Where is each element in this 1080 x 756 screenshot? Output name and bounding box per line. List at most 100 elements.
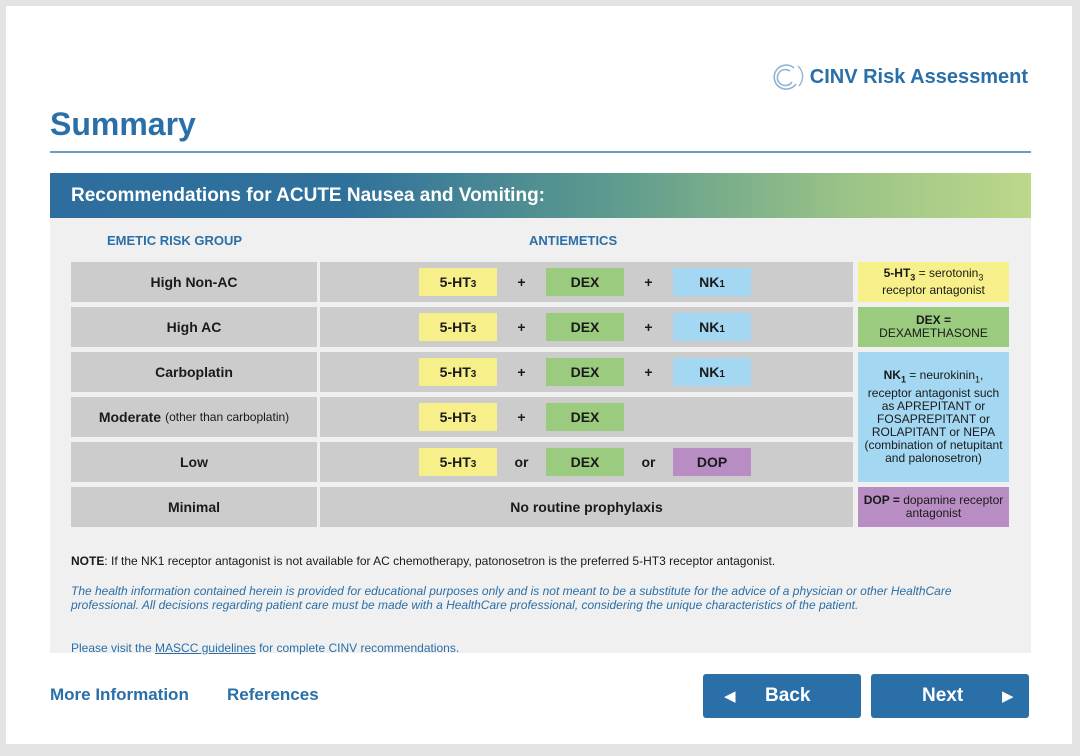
pill-label: 5-HT xyxy=(439,409,471,425)
dex-pill: DEX xyxy=(546,268,624,296)
legend-definition: = neurokinin xyxy=(905,368,976,383)
dex-pill: DEX xyxy=(546,448,624,476)
risk-group-label: Carboplatin xyxy=(155,364,233,380)
visit-line: Please visit the MASCC guidelines for co… xyxy=(71,641,459,655)
legend-definition: receptor antagonist xyxy=(882,283,985,298)
page-title: Summary xyxy=(50,106,196,142)
risk-group-cell: Moderate (other than carboplatin) xyxy=(71,397,317,437)
operator: + xyxy=(644,274,653,290)
visit-text: for complete CINV recommendations. xyxy=(255,641,460,655)
operator: or xyxy=(514,454,529,470)
legend-definition: dopamine receptor antagonist xyxy=(899,493,1004,520)
risk-group-label: Moderate xyxy=(98,409,162,425)
pill-label: 5-HT xyxy=(439,274,471,290)
pill-label: 5-HT xyxy=(439,319,471,335)
references-link[interactable]: References xyxy=(227,685,319,704)
next-button[interactable]: Next ▶ xyxy=(871,674,1029,718)
risk-group-cell: High Non-AC xyxy=(71,262,317,302)
pill-label: NK xyxy=(699,364,720,380)
risk-group-label: Low xyxy=(180,454,208,470)
legend-ht3: 5-HT3 = serotonin3 receptor antagonist xyxy=(858,262,1009,302)
no-prophylaxis-text: No routine prophylaxis xyxy=(510,499,663,515)
back-label: Back xyxy=(765,685,811,706)
back-button[interactable]: ◀ Back xyxy=(703,674,861,718)
legend-term: DEX = xyxy=(915,313,951,327)
pill-subscript: 3 xyxy=(470,368,477,380)
pill-subscript: 1 xyxy=(719,323,725,335)
antiemetics-cell: 5-HT 3 + DEX xyxy=(320,397,853,437)
antiemetics-cell: 5-HT 3 or DEX or DOP xyxy=(320,442,853,482)
next-label: Next xyxy=(922,685,964,706)
title-divider xyxy=(50,151,1031,153)
operator: + xyxy=(517,409,526,425)
visit-text: Please visit the xyxy=(71,641,156,655)
legend-subscript: 1 xyxy=(975,374,981,385)
ht3-pill: 5-HT 3 xyxy=(419,268,497,296)
note-label: NOTE xyxy=(71,554,105,568)
brand: CINV Risk Assessment xyxy=(768,62,1028,92)
pill-subscript: 3 xyxy=(470,413,477,425)
table-row: High AC 5-HT 3 + DEX + NK 1 xyxy=(71,307,1009,347)
dex-pill: DEX xyxy=(546,403,624,431)
dex-pill: DEX xyxy=(546,358,624,386)
antiemetics-header: ANTIEMETICS xyxy=(529,233,618,248)
operator: + xyxy=(644,319,653,335)
legend-term: 5-HT3 xyxy=(883,265,916,283)
risk-group-cell: Minimal xyxy=(71,487,317,527)
risk-group-label: Minimal xyxy=(167,499,221,515)
dop-pill: DOP xyxy=(673,448,751,476)
triangle-right-icon: ▶ xyxy=(1002,688,1014,705)
legend-term: NK1 xyxy=(883,368,906,385)
antiemetics-cell: 5-HT 3 + DEX + NK 1 xyxy=(320,262,853,302)
legend-dex: DEX = DEXAMETHASONE xyxy=(858,307,1009,347)
legend-definition: DEXAMETHASONE xyxy=(879,326,988,340)
pill-subscript: 1 xyxy=(719,278,725,290)
ht3-pill: 5-HT 3 xyxy=(419,448,497,476)
pill-label: NK xyxy=(699,274,720,290)
table-row: High Non-AC 5-HT 3 + DEX + NK 1 xyxy=(71,262,1009,302)
risk-group-cell: Low xyxy=(71,442,317,482)
note-text: : If the NK1 receptor antagonist is not … xyxy=(104,554,776,568)
note: NOTE: If the NK1 receptor antagonist is … xyxy=(71,554,775,568)
more-information-link[interactable]: More Information xyxy=(50,685,189,704)
ht3-pill: 5-HT 3 xyxy=(419,313,497,341)
pill-subscript: 3 xyxy=(470,323,477,335)
operator: + xyxy=(517,274,526,290)
antiemetics-cell: No routine prophylaxis xyxy=(320,487,853,527)
operator: + xyxy=(517,364,526,380)
operator: + xyxy=(644,364,653,380)
risk-group-label: High AC xyxy=(166,319,222,335)
triangle-left-icon: ◀ xyxy=(724,688,736,705)
risk-group-cell: High AC xyxy=(71,307,317,347)
ht3-pill: 5-HT 3 xyxy=(419,403,497,431)
antiemetics-cell: 5-HT 3 + DEX + NK 1 xyxy=(320,307,853,347)
app-frame: CINV Risk Assessment Summary Recommendat… xyxy=(6,6,1072,744)
dex-pill: DEX xyxy=(546,313,624,341)
ht3-pill: 5-HT 3 xyxy=(419,358,497,386)
pill-label: 5-HT xyxy=(439,364,471,380)
emetic-risk-header: EMETIC RISK GROUP xyxy=(107,233,243,248)
nk1-pill: NK 1 xyxy=(673,358,751,386)
pill-label: 5-HT xyxy=(439,454,471,470)
legend-dop: DOP = dopamine receptor antagonist xyxy=(858,487,1009,527)
table-row: Moderate (other than carboplatin) 5-HT 3 +… xyxy=(71,397,1009,437)
pill-subscript: 3 xyxy=(470,458,477,470)
legend-nk1: NK1 = neurokinin1, receptor antagonist s… xyxy=(858,352,1009,482)
operator: or xyxy=(641,454,656,470)
risk-group-qualifier: (other than carboplatin) xyxy=(165,410,290,424)
disclaimer: The health information contained herein … xyxy=(71,584,952,612)
antiemetics-cell: 5-HT 3 + DEX + NK 1 xyxy=(320,352,853,392)
risk-group-label: High Non-AC xyxy=(150,274,238,290)
legend-definition: , receptor antagonist such as APREPITANT… xyxy=(864,368,1003,465)
operator: + xyxy=(517,319,526,335)
legend-definition: = serotonin xyxy=(915,265,979,280)
brand-name: CINV Risk Assessment xyxy=(809,65,1028,88)
brand-logo-icon xyxy=(773,64,804,90)
pill-label: NK xyxy=(699,319,720,335)
nk1-pill: NK 1 xyxy=(673,268,751,296)
panel-banner: Recommendations for ACUTE Nausea and Vom… xyxy=(50,173,1031,218)
mascc-guidelines-link[interactable]: MASCC guidelines xyxy=(155,641,256,655)
pill-subscript: 3 xyxy=(470,278,477,290)
legend-subscript: 3 xyxy=(978,272,984,283)
table-row: Carboplatin 5-HT 3 + DEX + NK 1 xyxy=(71,352,1009,392)
